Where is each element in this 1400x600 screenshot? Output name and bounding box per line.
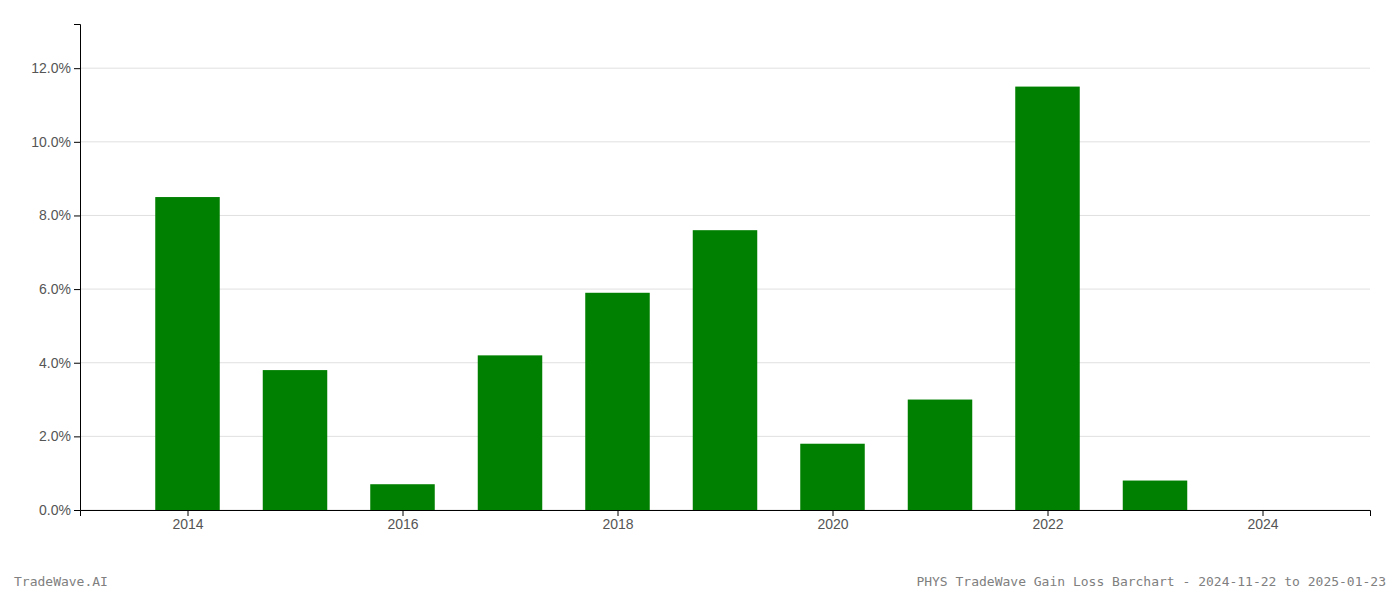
tick: 2022 [1032, 510, 1063, 532]
annotation: TradeWave.AI [14, 574, 108, 589]
tick: 2014 [172, 510, 203, 532]
tick: 2.0% [39, 428, 80, 444]
plot: 0.0%2.0%4.0%6.0%8.0%10.0%12.0%2014201620… [31, 25, 1370, 532]
bar [1230, 510, 1295, 511]
tick: 2020 [817, 510, 848, 532]
bar [263, 370, 328, 510]
tick-label: 2014 [172, 516, 203, 532]
axis-line [81, 511, 1371, 517]
tick-label: 10.0% [31, 134, 71, 150]
tick: 0.0% [39, 502, 80, 518]
tick-mark [74, 215, 80, 216]
axis-line [74, 25, 81, 511]
tick: 12.0% [31, 60, 80, 76]
bar [908, 400, 973, 510]
x-axis: 2014 2016 2018 2020 2022 2024 [81, 510, 1371, 532]
tick: 2024 [1247, 510, 1278, 532]
tick: 10.0% [31, 134, 80, 150]
y-axis: 0.0% 2.0% 4.0% 6.0% 8.0% 10.0% 12.0% [31, 25, 80, 518]
bar [585, 293, 650, 510]
bar [693, 230, 758, 510]
tick-label: 2022 [1032, 516, 1063, 532]
tick-mark [74, 289, 80, 290]
tick-mark [74, 142, 80, 143]
tick: 2016 [387, 510, 418, 532]
annotation: PHYS TradeWave Gain Loss Barchart - 2024… [916, 574, 1386, 589]
tick-label: 0.0% [39, 502, 71, 518]
tick-label: 6.0% [39, 281, 71, 297]
tick-label: 2.0% [39, 428, 71, 444]
tick: 4.0% [39, 355, 80, 371]
grid-line [80, 68, 1370, 69]
bars [155, 87, 1187, 510]
bar [1123, 481, 1188, 510]
chart: 0.0%2.0%4.0%6.0%8.0%10.0%12.0%2014201620… [0, 0, 1400, 600]
tick-label: 8.0% [39, 207, 71, 223]
grid-line [80, 215, 1370, 216]
tick-label: 2018 [602, 516, 633, 532]
tick-mark [74, 363, 80, 364]
bar [155, 197, 220, 510]
bar [800, 444, 865, 510]
tick-label: 2016 [387, 516, 418, 532]
tick-label: 4.0% [39, 355, 71, 371]
grid [80, 68, 1370, 510]
tick-label: 12.0% [31, 60, 71, 76]
bar [478, 355, 543, 510]
bar [370, 484, 435, 510]
bar [1015, 87, 1080, 510]
grid-line [80, 141, 1370, 142]
tick-mark [74, 510, 80, 511]
tick-label: 2020 [817, 516, 848, 532]
tick: 2018 [602, 510, 633, 532]
tick: 8.0% [39, 207, 80, 223]
tick-mark [74, 436, 80, 437]
tick-mark [74, 68, 80, 69]
tick-label: 2024 [1247, 516, 1278, 532]
tick: 6.0% [39, 281, 80, 297]
